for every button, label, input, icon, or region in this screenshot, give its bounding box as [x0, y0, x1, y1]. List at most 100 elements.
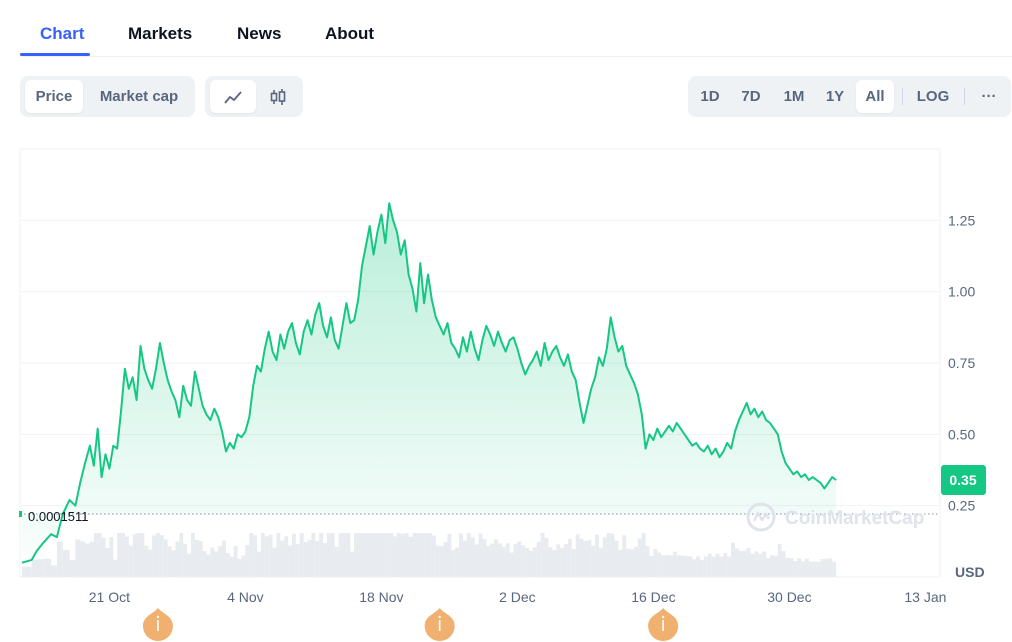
volume-bar	[408, 536, 413, 577]
volume-bar	[412, 533, 417, 577]
event-marker[interactable]	[142, 608, 173, 642]
volume-bar	[62, 550, 70, 577]
volume-bar	[766, 558, 770, 577]
watermark-text: CoinMarketCap	[785, 508, 924, 529]
line-chart-button[interactable]	[210, 80, 256, 113]
range-1m-button[interactable]: 1M	[783, 88, 805, 105]
volume-bar	[661, 555, 666, 577]
price-area	[21, 203, 837, 563]
volume-bar	[591, 545, 596, 577]
volume-bar	[89, 541, 94, 577]
volume-bar	[51, 565, 57, 577]
volume-bar	[762, 551, 767, 577]
tab-chart[interactable]: Chart	[40, 24, 85, 43]
volume-bar	[303, 542, 308, 577]
more-options-button[interactable]: ···	[981, 88, 997, 105]
volume-bar	[517, 541, 522, 577]
volume-bar	[439, 546, 444, 577]
volume-bar	[571, 548, 576, 577]
volume-bar	[377, 533, 382, 577]
volume-bar	[393, 536, 397, 577]
volume-bar	[416, 533, 421, 577]
volume-bar	[470, 537, 475, 577]
volume-bar	[653, 548, 658, 577]
range-1d-button[interactable]: 1D	[700, 88, 720, 105]
volume-bar	[696, 556, 701, 577]
candlestick-icon	[270, 88, 286, 105]
volume-bar	[194, 539, 199, 577]
volume-bar	[109, 537, 114, 577]
range-7d-button[interactable]: 7D	[741, 88, 761, 105]
log-scale-button[interactable]: LOG	[916, 88, 950, 105]
market-cap-button[interactable]: Market cap	[99, 88, 179, 105]
volume-bar	[719, 556, 724, 577]
range-all-button[interactable]: All	[856, 80, 894, 113]
volume-bar	[626, 548, 631, 577]
volume-bar	[513, 543, 518, 577]
volume-bar	[723, 552, 728, 577]
volume-bar	[618, 550, 623, 577]
volume-bar	[159, 535, 164, 577]
volume-bar	[365, 533, 370, 577]
volume-bar	[548, 547, 553, 577]
volume-bar	[801, 561, 805, 577]
volume-bar	[101, 537, 106, 577]
candlestick-button[interactable]	[257, 80, 299, 113]
volume-bar	[121, 533, 125, 577]
volume-bar	[113, 559, 118, 577]
volume-bar	[295, 544, 300, 577]
volume-bar	[75, 539, 81, 577]
volume-bar	[140, 533, 145, 577]
volume-bar	[490, 543, 495, 577]
volume-bar	[428, 533, 432, 577]
tab-news[interactable]: News	[237, 24, 282, 43]
volume-bar	[707, 553, 712, 577]
volume-bar	[684, 555, 689, 577]
event-marker[interactable]	[648, 608, 679, 642]
volume-bar	[354, 533, 359, 577]
volume-bar	[451, 550, 456, 577]
tab-about[interactable]: About	[325, 24, 375, 43]
volume-bar	[567, 538, 572, 577]
event-marker[interactable]	[424, 608, 455, 642]
volume-bar	[257, 551, 261, 577]
coinmarketcap-logo-icon	[746, 502, 776, 532]
volume-bar	[633, 546, 638, 577]
volume-bar	[93, 533, 98, 577]
volume-bar	[144, 545, 149, 577]
volume-bar	[478, 533, 483, 577]
price-line	[21, 202, 837, 564]
volume-bar	[808, 561, 813, 577]
volume-bar	[497, 543, 502, 577]
volume-bar	[253, 535, 258, 577]
volume-bar	[85, 543, 90, 577]
volume-bar	[797, 558, 802, 577]
range-1y-button[interactable]: 1Y	[825, 88, 845, 105]
volume-bar	[672, 551, 677, 577]
volume-bar	[334, 547, 339, 577]
volume-bar	[575, 534, 580, 577]
volume-bar	[789, 558, 794, 577]
volume-bar	[680, 555, 685, 577]
volume-bar	[218, 545, 223, 577]
volume-bar	[175, 541, 180, 577]
x-tick-label: 30 Dec	[767, 589, 811, 605]
volume-bar	[832, 561, 837, 577]
volume-bar	[824, 558, 829, 577]
volume-bar	[299, 533, 304, 577]
volume-bar	[630, 549, 634, 577]
volume-bar	[735, 548, 739, 577]
y-tick-label: 1.25	[948, 212, 975, 228]
volume-bar	[637, 538, 642, 577]
volume-bar	[556, 544, 561, 577]
volume-bar	[358, 533, 362, 577]
tab-markets[interactable]: Markets	[128, 24, 193, 43]
volume-bar	[462, 540, 467, 577]
volume-bar	[525, 548, 530, 577]
volume-bar	[148, 549, 153, 577]
volume-bar	[622, 535, 627, 577]
volume-bar	[326, 533, 331, 577]
volume-bar	[521, 545, 526, 577]
price-button[interactable]: Price	[25, 80, 83, 113]
